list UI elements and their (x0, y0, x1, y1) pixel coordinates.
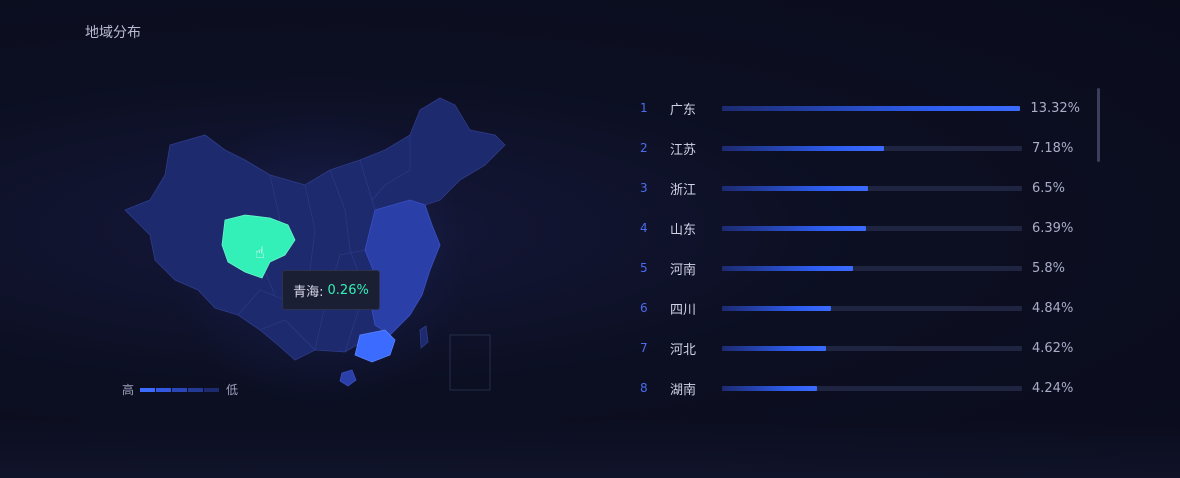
ranking-row[interactable]: 3 浙江 6.5% (640, 168, 1080, 208)
percent-value: 7.18% (1032, 140, 1074, 156)
province-name: 江苏 (670, 142, 697, 158)
map-tooltip: 青海: 0.26% (282, 270, 380, 310)
ranking-row[interactable]: 6 四川 4.84% (640, 288, 1080, 328)
legend-low-label: 低 (226, 383, 239, 397)
map-region-hainan[interactable] (339, 369, 357, 387)
progress-fill (722, 225, 866, 231)
province-name: 四川 (670, 302, 697, 318)
ranking-row[interactable]: 5 河南 5.8% (640, 248, 1080, 288)
rank-number: 3 (640, 181, 648, 195)
rank-number: 1 (640, 101, 648, 115)
ranking-row[interactable]: 8 湖南 4.24% (640, 368, 1080, 408)
ranking-row[interactable]: 4 山东 6.39% (640, 208, 1080, 248)
percent-value: 4.24% (1032, 380, 1074, 396)
hand-pointer-icon: ☝ (255, 243, 265, 262)
panel-title: 地域分布 (85, 25, 141, 41)
legend-swatch (156, 387, 172, 392)
map-region-east[interactable] (364, 199, 441, 336)
rank-number: 8 (640, 381, 648, 395)
progress-track (722, 345, 1022, 351)
floor-glow (0, 420, 1180, 478)
progress-track (721, 105, 1021, 111)
percent-value: 4.84% (1032, 300, 1074, 316)
progress-fill (722, 145, 884, 151)
progress-track (722, 265, 1022, 271)
legend-high-label: 高 (122, 383, 135, 397)
china-map[interactable] (110, 90, 530, 400)
progress-track (722, 225, 1022, 231)
progress-fill (722, 185, 869, 191)
tooltip-region-name: 青海: (293, 284, 324, 300)
percent-value: 6.5% (1032, 180, 1066, 196)
progress-fill (722, 345, 827, 351)
legend-swatch (172, 387, 188, 392)
rank-number: 5 (640, 261, 648, 275)
ranking-row[interactable]: 1 广东 13.32% (640, 88, 1080, 128)
ranking-scrollbar[interactable] (1097, 88, 1100, 162)
province-name: 山东 (670, 222, 697, 238)
rank-number: 7 (640, 341, 648, 355)
progress-track (722, 185, 1022, 191)
progress-track (722, 305, 1022, 311)
legend-swatch (204, 387, 220, 392)
progress-fill (722, 385, 818, 391)
progress-fill (722, 305, 831, 311)
rank-number: 6 (640, 301, 648, 315)
percent-value: 5.8% (1032, 260, 1066, 276)
ranking-row[interactable]: 7 河北 4.62% (640, 328, 1080, 368)
province-name: 湖南 (670, 382, 697, 398)
south-sea-inset (449, 334, 491, 391)
progress-track (722, 145, 1022, 151)
tooltip-region-value: 0.26% (327, 282, 369, 298)
progress-track (722, 385, 1022, 391)
percent-value: 4.62% (1032, 340, 1074, 356)
map-region-guangdong[interactable] (354, 329, 396, 363)
legend-swatch (188, 387, 204, 392)
china-map-svg[interactable] (110, 90, 530, 400)
rank-number: 4 (640, 221, 648, 235)
legend-swatch (140, 387, 156, 392)
province-name: 河北 (670, 342, 697, 358)
province-name: 浙江 (670, 182, 697, 198)
progress-fill (721, 105, 1021, 111)
province-name: 广东 (669, 102, 696, 118)
ranking-row[interactable]: 2 江苏 7.18% (640, 128, 1080, 168)
map-legend: 高 低 (122, 381, 238, 398)
map-region-qinghai[interactable] (221, 214, 296, 279)
percent-value: 6.39% (1032, 220, 1074, 236)
legend-scale (140, 387, 220, 392)
map-region-taiwan[interactable] (419, 325, 429, 349)
rank-number: 2 (640, 141, 648, 155)
progress-fill (722, 265, 853, 271)
province-name: 河南 (670, 262, 697, 278)
percent-value: 13.32% (1030, 100, 1080, 116)
